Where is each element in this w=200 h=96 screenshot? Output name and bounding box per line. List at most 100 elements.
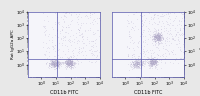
Point xyxy=(153,63,156,65)
Point xyxy=(156,54,160,55)
Point xyxy=(168,19,171,20)
Point xyxy=(87,40,91,41)
Point xyxy=(69,67,72,69)
Point xyxy=(69,59,72,61)
Point xyxy=(160,36,163,38)
Point xyxy=(127,31,130,32)
Point xyxy=(153,60,157,61)
Point xyxy=(50,62,53,63)
Point xyxy=(135,62,138,63)
Point xyxy=(55,62,58,63)
Point xyxy=(128,63,132,65)
Point xyxy=(70,67,73,69)
Point xyxy=(68,61,72,63)
Point xyxy=(148,30,151,32)
Point xyxy=(70,62,73,63)
Point xyxy=(68,61,72,63)
Point xyxy=(176,31,179,33)
Point xyxy=(154,36,157,38)
Point xyxy=(144,35,147,37)
Point xyxy=(135,62,138,64)
Point xyxy=(176,31,179,33)
Point xyxy=(165,33,168,34)
Point xyxy=(146,58,149,60)
Point xyxy=(171,62,175,64)
Point xyxy=(54,59,57,61)
Point xyxy=(89,40,92,41)
Point xyxy=(55,64,58,65)
Point xyxy=(59,64,62,65)
Point xyxy=(140,61,143,62)
Point xyxy=(51,63,54,65)
Point xyxy=(51,62,55,63)
Point xyxy=(54,64,58,66)
Point xyxy=(93,33,96,34)
Point xyxy=(133,63,137,65)
Point xyxy=(55,65,58,66)
Point xyxy=(132,67,135,68)
Point xyxy=(153,13,156,14)
Point xyxy=(128,22,131,24)
Point xyxy=(57,63,60,65)
Point xyxy=(148,60,152,61)
Point xyxy=(149,60,152,61)
Point xyxy=(81,38,85,40)
Point xyxy=(59,59,62,60)
Point xyxy=(68,62,71,64)
Point xyxy=(152,63,156,65)
Point xyxy=(157,33,160,35)
Point xyxy=(93,12,96,14)
Point xyxy=(157,38,160,39)
Point xyxy=(71,64,74,66)
Point xyxy=(73,58,77,60)
Point xyxy=(67,64,70,65)
Point xyxy=(151,62,154,63)
Point xyxy=(80,35,83,37)
Point xyxy=(54,64,58,66)
Point xyxy=(131,63,135,65)
Point xyxy=(67,24,70,25)
Point xyxy=(151,49,154,50)
Point xyxy=(178,27,181,29)
Point xyxy=(77,60,80,62)
Point xyxy=(70,64,73,65)
Point xyxy=(136,65,139,67)
Point xyxy=(155,46,158,48)
Point xyxy=(138,64,142,66)
Point xyxy=(67,61,70,63)
Point xyxy=(142,48,145,50)
Point xyxy=(136,62,139,64)
Point xyxy=(73,64,76,66)
Point xyxy=(71,59,74,60)
Point xyxy=(50,61,54,63)
Point xyxy=(56,62,59,63)
Point xyxy=(149,60,152,61)
Point xyxy=(60,26,63,27)
Point xyxy=(137,66,141,67)
Point xyxy=(53,62,56,64)
Point xyxy=(166,13,169,14)
Point xyxy=(67,65,71,66)
Point xyxy=(82,47,85,48)
Point xyxy=(50,60,53,62)
Point xyxy=(160,37,163,39)
Point xyxy=(64,62,67,64)
Point xyxy=(158,36,161,37)
Point xyxy=(153,38,156,39)
Point xyxy=(45,62,48,64)
Point xyxy=(52,60,55,62)
X-axis label: CD11b FITC: CD11b FITC xyxy=(50,90,78,95)
Point xyxy=(133,61,136,63)
Point xyxy=(141,51,144,52)
Point xyxy=(180,12,183,13)
Point xyxy=(153,36,156,37)
Point xyxy=(154,42,157,43)
Point xyxy=(91,24,95,25)
Point xyxy=(158,42,161,43)
Point xyxy=(50,63,54,65)
Point xyxy=(156,36,159,37)
Point xyxy=(136,61,139,63)
Point xyxy=(137,63,140,65)
Point xyxy=(140,62,143,64)
Point xyxy=(138,67,142,68)
